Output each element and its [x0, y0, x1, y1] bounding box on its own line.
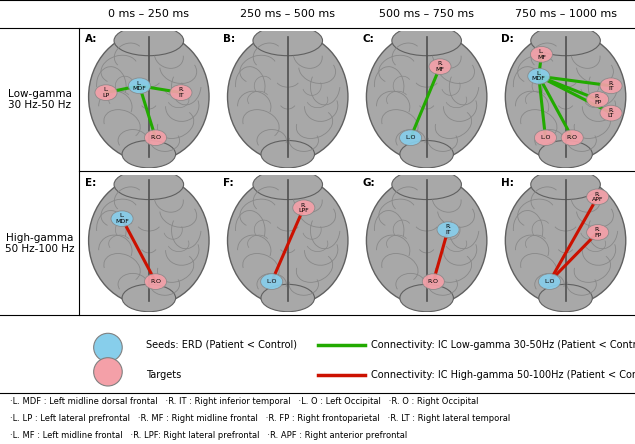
Text: 250 ms – 500 ms: 250 ms – 500 ms: [240, 9, 335, 19]
Ellipse shape: [429, 59, 451, 75]
Text: 0 ms – 250 ms: 0 ms – 250 ms: [109, 9, 189, 19]
Text: L.
LP: L. LP: [102, 87, 110, 98]
Text: R.
IT: R. IT: [445, 224, 451, 235]
Ellipse shape: [600, 105, 622, 121]
Ellipse shape: [111, 211, 133, 226]
Text: ·L. LP : Left lateral prefrontal   ·R. MF : Right midline frontal   ·R. FP : Rig: ·L. LP : Left lateral prefrontal ·R. MF …: [10, 414, 510, 423]
Ellipse shape: [94, 358, 122, 386]
Ellipse shape: [261, 284, 314, 312]
Text: R.
LT: R. LT: [608, 108, 614, 119]
Text: C:: C:: [363, 34, 374, 44]
Ellipse shape: [530, 47, 552, 62]
Ellipse shape: [227, 176, 348, 305]
Text: R.
MF: R. MF: [436, 61, 444, 72]
Ellipse shape: [538, 284, 592, 312]
Ellipse shape: [145, 130, 166, 146]
Text: Connectivity: IC Low-gamma 30-50Hz (Patient < Control): Connectivity: IC Low-gamma 30-50Hz (Pati…: [371, 340, 635, 350]
Ellipse shape: [122, 284, 176, 312]
Text: R.
FP: R. FP: [594, 94, 601, 105]
Text: R.O: R.O: [150, 279, 161, 284]
Text: L.O: L.O: [405, 135, 416, 140]
Text: A:: A:: [84, 34, 97, 44]
Text: R.O: R.O: [428, 279, 439, 284]
Text: D:: D:: [501, 34, 514, 44]
Text: ·L. MDF : Left midline dorsal frontal   ·R. IT : Right inferior temporal   ·L. O: ·L. MDF : Left midline dorsal frontal ·R…: [10, 397, 478, 406]
Ellipse shape: [114, 170, 184, 199]
Text: L.O: L.O: [544, 279, 555, 284]
Text: L.
MF: L. MF: [537, 49, 546, 59]
Ellipse shape: [95, 85, 117, 100]
Text: R.
LPF: R. LPF: [298, 202, 309, 213]
Text: B:: B:: [224, 34, 236, 44]
Ellipse shape: [114, 26, 184, 56]
Text: G:: G:: [363, 178, 375, 188]
Ellipse shape: [128, 78, 150, 94]
Ellipse shape: [531, 26, 600, 56]
Text: E:: E:: [84, 178, 96, 188]
Ellipse shape: [399, 130, 422, 146]
Ellipse shape: [366, 176, 487, 305]
Ellipse shape: [89, 32, 209, 162]
Ellipse shape: [94, 333, 122, 361]
Ellipse shape: [227, 32, 348, 162]
Text: Seeds: ERD (Patient < Control): Seeds: ERD (Patient < Control): [146, 340, 297, 350]
Ellipse shape: [505, 176, 625, 305]
Text: Connectivity: IC High-gamma 50-100Hz (Patient < Control): Connectivity: IC High-gamma 50-100Hz (Pa…: [371, 370, 635, 380]
Ellipse shape: [538, 274, 561, 289]
Text: ·L. MF : Left midline frontal   ·R. LPF: Right lateral prefrontal   ·R. APF : Ri: ·L. MF : Left midline frontal ·R. LPF: R…: [10, 431, 407, 440]
Ellipse shape: [531, 170, 600, 199]
Ellipse shape: [293, 200, 315, 216]
Ellipse shape: [400, 284, 453, 312]
Text: R.
IT: R. IT: [178, 87, 184, 98]
Ellipse shape: [145, 274, 166, 289]
Text: R.O: R.O: [567, 135, 578, 140]
Ellipse shape: [561, 130, 584, 146]
Ellipse shape: [122, 140, 176, 168]
Ellipse shape: [535, 130, 556, 146]
Ellipse shape: [392, 170, 462, 199]
Ellipse shape: [260, 274, 283, 289]
Ellipse shape: [587, 225, 609, 240]
Ellipse shape: [437, 222, 459, 238]
Text: R.
FP: R. FP: [594, 227, 601, 238]
Text: High-gamma
50 Hz-100 Hz: High-gamma 50 Hz-100 Hz: [5, 233, 74, 254]
Ellipse shape: [587, 189, 609, 205]
Text: R.
IT: R. IT: [608, 80, 614, 91]
Ellipse shape: [422, 274, 444, 289]
Text: 750 ms – 1000 ms: 750 ms – 1000 ms: [514, 9, 617, 19]
Ellipse shape: [600, 78, 622, 94]
Text: L.
MDF: L. MDF: [133, 80, 147, 91]
Text: Targets: Targets: [146, 370, 182, 380]
Text: R.
APF: R. APF: [592, 192, 603, 202]
Ellipse shape: [538, 140, 592, 168]
Text: Low-gamma
30 Hz-50 Hz: Low-gamma 30 Hz-50 Hz: [8, 89, 72, 110]
Ellipse shape: [253, 26, 323, 56]
Text: L.
MDF: L. MDF: [532, 71, 545, 81]
Ellipse shape: [366, 32, 487, 162]
Text: L.
MDF: L. MDF: [115, 214, 129, 224]
Ellipse shape: [89, 176, 209, 305]
Ellipse shape: [253, 170, 323, 199]
Ellipse shape: [505, 32, 625, 162]
Text: F:: F:: [224, 178, 234, 188]
Ellipse shape: [400, 140, 453, 168]
Ellipse shape: [392, 26, 462, 56]
Ellipse shape: [261, 140, 314, 168]
Text: L.O: L.O: [267, 279, 277, 284]
Ellipse shape: [528, 68, 550, 84]
Ellipse shape: [170, 85, 192, 100]
Text: 500 ms – 750 ms: 500 ms – 750 ms: [379, 9, 474, 19]
Text: H:: H:: [501, 178, 514, 188]
Text: L.O: L.O: [540, 135, 551, 140]
Text: R.O: R.O: [150, 135, 161, 140]
Ellipse shape: [587, 91, 609, 107]
